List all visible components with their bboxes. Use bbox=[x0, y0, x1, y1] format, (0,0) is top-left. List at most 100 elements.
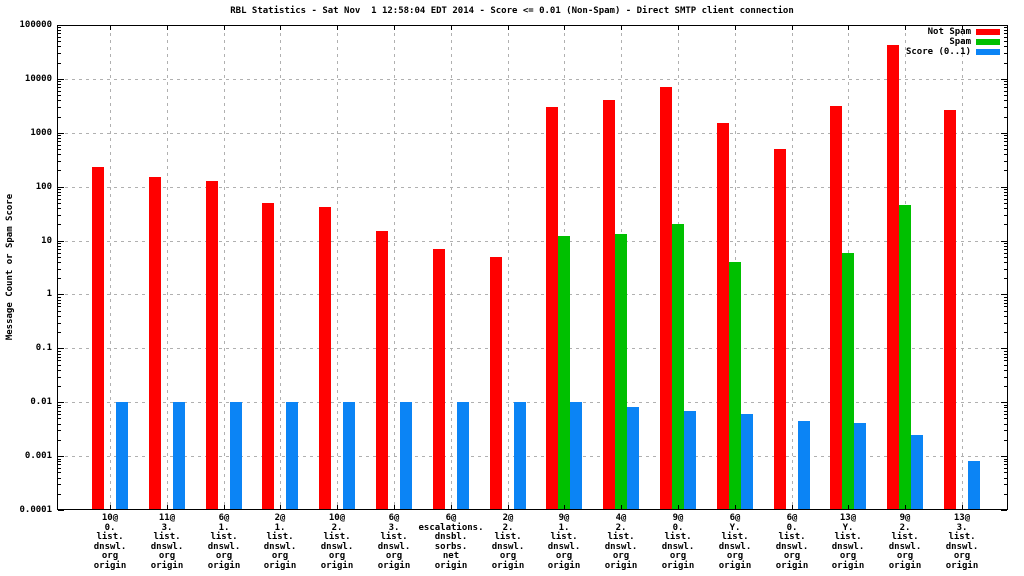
y-minor-tick bbox=[58, 214, 61, 216]
y-minor-tick bbox=[58, 27, 61, 29]
x-tick bbox=[224, 26, 225, 30]
y-minor-tick bbox=[1004, 493, 1007, 495]
x-tick-label-line: list. bbox=[607, 532, 635, 542]
y-minor-tick bbox=[58, 353, 61, 355]
y-minor-tick bbox=[58, 299, 61, 301]
y-minor-tick bbox=[58, 322, 61, 324]
y-minor-tick bbox=[58, 245, 61, 247]
y-minor-tick bbox=[1004, 41, 1007, 43]
x-tick-label-line: origin bbox=[547, 560, 581, 571]
y-minor-tick bbox=[1004, 30, 1007, 32]
x-tick-label: 10@ 2. list. dnswl. org origin bbox=[277, 513, 397, 571]
y-minor-tick bbox=[1004, 322, 1007, 324]
y-minor-tick bbox=[1004, 81, 1007, 83]
x-tick-label-line: list. bbox=[834, 532, 862, 542]
y-minor-tick bbox=[1004, 33, 1007, 35]
y-minor-tick bbox=[58, 493, 61, 495]
y-minor-tick bbox=[1004, 245, 1007, 247]
y-tick-label: 1 bbox=[46, 289, 52, 300]
y-minor-tick bbox=[58, 46, 61, 48]
y-minor-tick bbox=[58, 472, 61, 474]
y-minor-tick bbox=[58, 202, 61, 204]
x-tick-label-line: 3. bbox=[956, 522, 968, 533]
y-minor-tick bbox=[58, 468, 61, 470]
bar-score-0-1- bbox=[400, 402, 412, 509]
x-tick-label-line: origin bbox=[207, 560, 241, 571]
bar-score-0-1- bbox=[286, 402, 298, 509]
x-tick bbox=[337, 505, 338, 509]
x-tick bbox=[792, 505, 793, 509]
x-tick-label-line: 1. bbox=[558, 522, 570, 533]
legend-row: Spam bbox=[949, 37, 1000, 47]
x-tick-label-line: org bbox=[896, 551, 914, 561]
y-minor-tick bbox=[58, 458, 61, 460]
v-gridline bbox=[167, 26, 168, 509]
bar-score-0-1- bbox=[514, 402, 526, 509]
y-minor-tick bbox=[1004, 148, 1007, 150]
bar-not-spam bbox=[660, 87, 672, 509]
y-minor-tick bbox=[1004, 144, 1007, 146]
x-tick-label-line: 2@ bbox=[502, 513, 514, 523]
x-tick-label-line: dnswl. bbox=[207, 541, 241, 552]
x-tick-label-line: org bbox=[783, 551, 801, 561]
y-minor-tick bbox=[58, 315, 61, 317]
x-tick-label-line: 9@ bbox=[899, 513, 911, 523]
x-tick bbox=[962, 505, 963, 509]
y-minor-tick bbox=[1004, 306, 1007, 308]
y-minor-tick bbox=[58, 404, 61, 406]
x-tick-label-line: dnswl. bbox=[604, 541, 638, 552]
h-gridline bbox=[58, 456, 1007, 458]
y-minor-tick bbox=[1004, 310, 1007, 312]
y-minor-tick bbox=[58, 243, 61, 245]
x-tick-label-line: list. bbox=[664, 532, 692, 542]
y-minor-tick bbox=[58, 62, 61, 64]
y-minor-tick bbox=[1004, 350, 1007, 352]
x-tick-label-line: 10@ bbox=[328, 513, 346, 523]
y-minor-tick bbox=[1004, 302, 1007, 304]
y-axis-title: Message Count or Spam Score bbox=[5, 193, 15, 341]
y-minor-tick bbox=[58, 195, 61, 196]
y-minor-tick bbox=[1004, 138, 1007, 139]
y-minor-tick bbox=[1004, 154, 1007, 156]
y-minor-tick bbox=[58, 296, 61, 298]
bar-not-spam bbox=[774, 148, 786, 509]
y-minor-tick bbox=[1004, 135, 1007, 137]
v-gridline bbox=[224, 26, 225, 509]
x-tick-label-line: 6@ bbox=[786, 513, 798, 523]
bar-score-0-1- bbox=[798, 420, 810, 509]
y-minor-tick bbox=[58, 376, 61, 378]
x-tick-label-line: dnswl. bbox=[661, 541, 695, 552]
y-minor-tick bbox=[1004, 315, 1007, 317]
y-major-tick bbox=[58, 456, 64, 458]
x-tick bbox=[167, 26, 168, 30]
y-minor-tick bbox=[58, 477, 61, 479]
x-tick-label-line: escalations. bbox=[418, 522, 484, 533]
y-minor-tick bbox=[1004, 170, 1007, 172]
x-tick-label-line: origin bbox=[718, 560, 752, 571]
x-tick bbox=[848, 505, 849, 509]
x-tick-label: 6@ 3. list. dnswl. org origin bbox=[334, 513, 454, 571]
y-minor-tick bbox=[1004, 410, 1007, 412]
y-minor-tick bbox=[1004, 418, 1007, 420]
v-gridline bbox=[394, 26, 395, 509]
y-minor-tick bbox=[1004, 224, 1007, 226]
x-tick bbox=[451, 505, 452, 509]
y-minor-tick bbox=[58, 248, 61, 250]
x-tick-label-line: dnswl. bbox=[547, 541, 581, 552]
x-tick-label-line: dnswl. bbox=[831, 541, 865, 552]
bar-not-spam bbox=[887, 45, 899, 509]
y-minor-tick bbox=[1004, 464, 1007, 466]
x-tick-label-line: origin bbox=[775, 560, 809, 571]
x-tick-label-line: org bbox=[158, 551, 176, 561]
h-gridline bbox=[58, 186, 1007, 188]
x-tick-label: 6@ 1. list. dnswl. org origin bbox=[164, 513, 284, 571]
y-minor-tick bbox=[58, 135, 61, 137]
y-minor-tick bbox=[58, 430, 61, 432]
y-minor-tick bbox=[58, 410, 61, 412]
y-tick-label: 100 bbox=[35, 181, 52, 192]
h-gridline bbox=[58, 78, 1007, 80]
y-minor-tick bbox=[1004, 430, 1007, 432]
h-gridline bbox=[58, 402, 1007, 404]
y-minor-tick bbox=[58, 414, 61, 416]
